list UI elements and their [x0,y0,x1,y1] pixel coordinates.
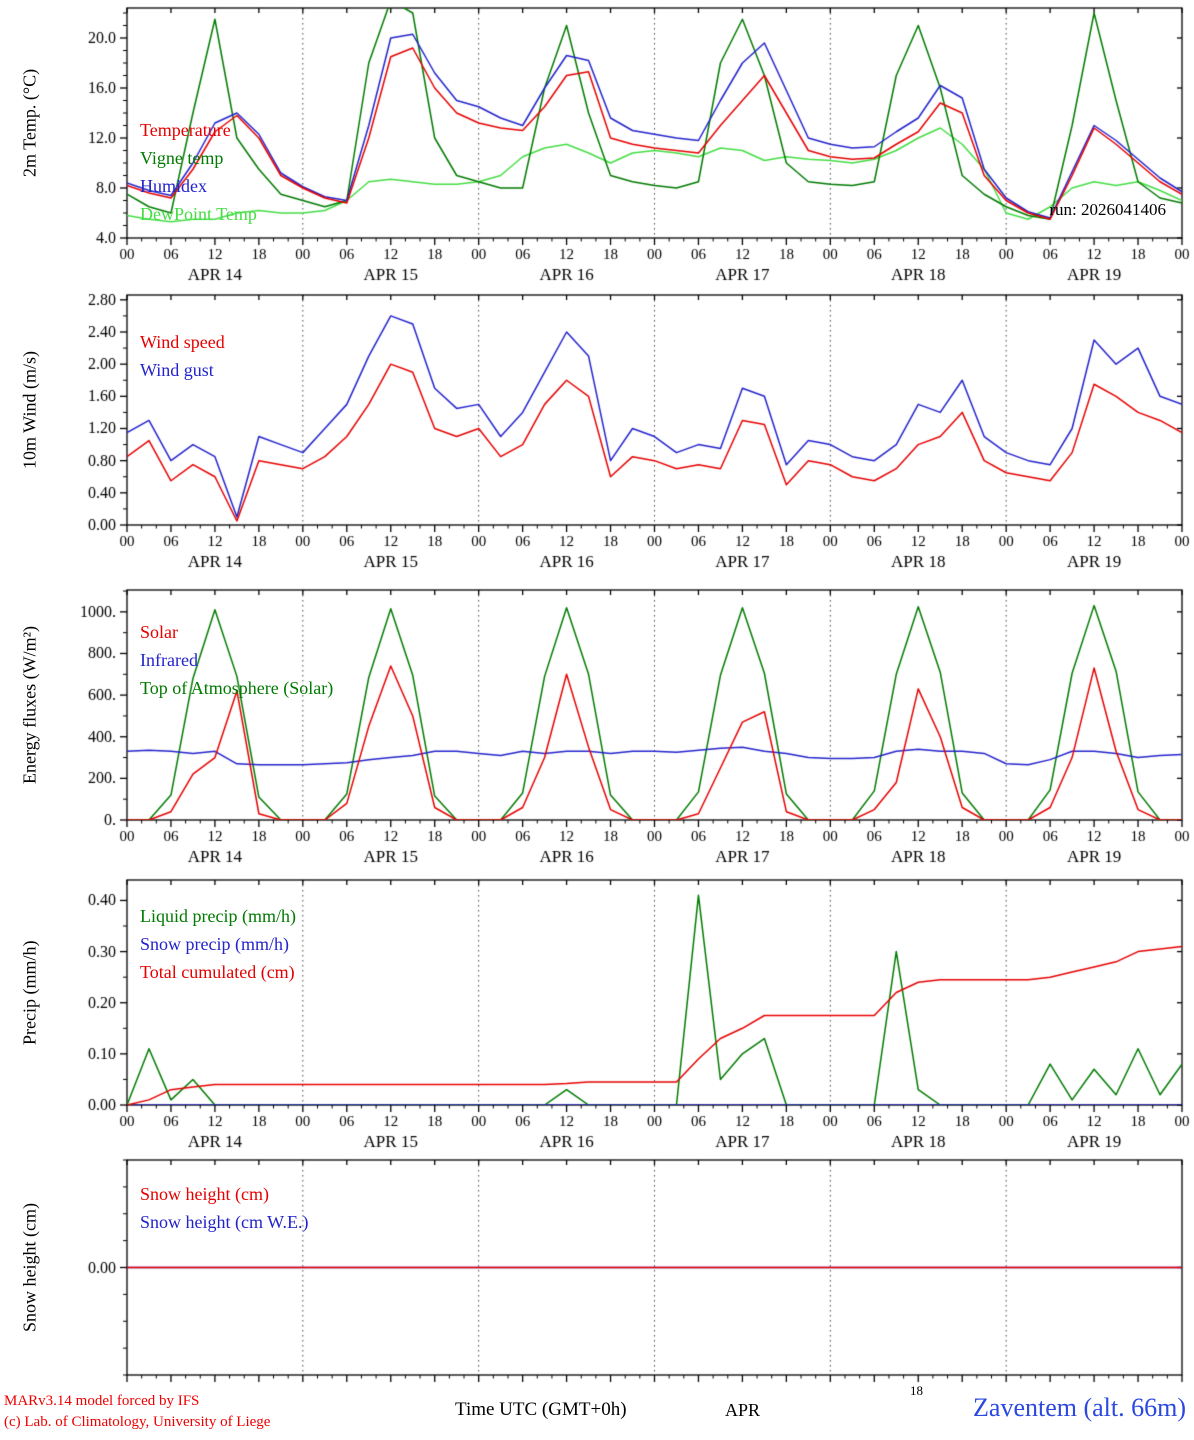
precip-y-axis-label: Precip (mm/h) [19,940,40,1045]
snow-y-axis-label: Snow height (cm) [19,1203,40,1332]
temperature-legend: Temperature Vigne temp Humidex DewPoint … [140,116,257,228]
snow-height-chart-canvas [0,1152,1194,1387]
snow-height-panel: Snow height (cm) Snow height (cm) Snow h… [0,1152,1194,1387]
snow-legend: Snow height (cm) Snow height (cm W.E.) [140,1180,309,1236]
legend-temperature: Temperature [140,120,231,140]
precip-chart-canvas [0,864,1194,1152]
legend-wind-speed: Wind speed [140,332,225,352]
legend-top-of-atmosphere: Top of Atmosphere (Solar) [140,678,334,698]
energy-fluxes-panel: Energy fluxes (W/m²) Solar Infrared Top … [0,576,1194,864]
credit-line-2: (c) Lab. of Climatology, University of L… [4,1414,271,1430]
credit-line-1: MARv3.14 model forced by IFS [4,1393,200,1409]
legend-snow-precip: Snow precip (mm/h) [140,934,289,954]
x-axis-title: Time UTC (GMT+0h) [455,1399,627,1420]
temperature-panel: 2m Temp. (°C) Temperature Vigne temp Hum… [0,0,1194,288]
legend-vigne-temp: Vigne temp [140,148,224,168]
energy-fluxes-chart-canvas [0,576,1194,864]
footer-day-number: 18 [910,1383,923,1398]
legend-wind-gust: Wind gust [140,360,214,380]
month-label: APR [725,1400,761,1420]
temperature-y-axis-label: 2m Temp. (°C) [19,68,40,178]
legend-total-cumulated: Total cumulated (cm) [140,962,295,982]
model-credits: MARv3.14 model forced by IFS (c) Lab. of… [4,1391,270,1433]
wind-chart-canvas [0,288,1194,576]
wind-legend: Wind speed Wind gust [140,328,225,384]
legend-snow-height: Snow height (cm) [140,1184,269,1204]
precip-panel: Precip (mm/h) Liquid precip (mm/h) Snow … [0,864,1194,1152]
wind-panel: 10m Wind (m/s) Wind speed Wind gust [0,288,1194,576]
energy-legend: Solar Infrared Top of Atmosphere (Solar) [140,618,333,702]
run-label: run: 2026041406 [1049,200,1166,219]
legend-snow-height-we: Snow height (cm W.E.) [140,1212,309,1232]
legend-liquid-precip: Liquid precip (mm/h) [140,906,296,926]
legend-dewpoint-temp: DewPoint Temp [140,204,257,224]
legend-infrared: Infrared [140,650,198,670]
station-label: Zaventem (alt. 66m) [973,1393,1186,1422]
temperature-chart-canvas [0,0,1194,288]
legend-solar: Solar [140,622,178,642]
precip-legend: Liquid precip (mm/h) Snow precip (mm/h) … [140,902,296,986]
energy-y-axis-label: Energy fluxes (W/m²) [19,625,40,785]
wind-y-axis-label: 10m Wind (m/s) [19,351,40,469]
footer: MARv3.14 model forced by IFS (c) Lab. of… [0,1383,1194,1440]
legend-humidex: Humidex [140,176,207,196]
